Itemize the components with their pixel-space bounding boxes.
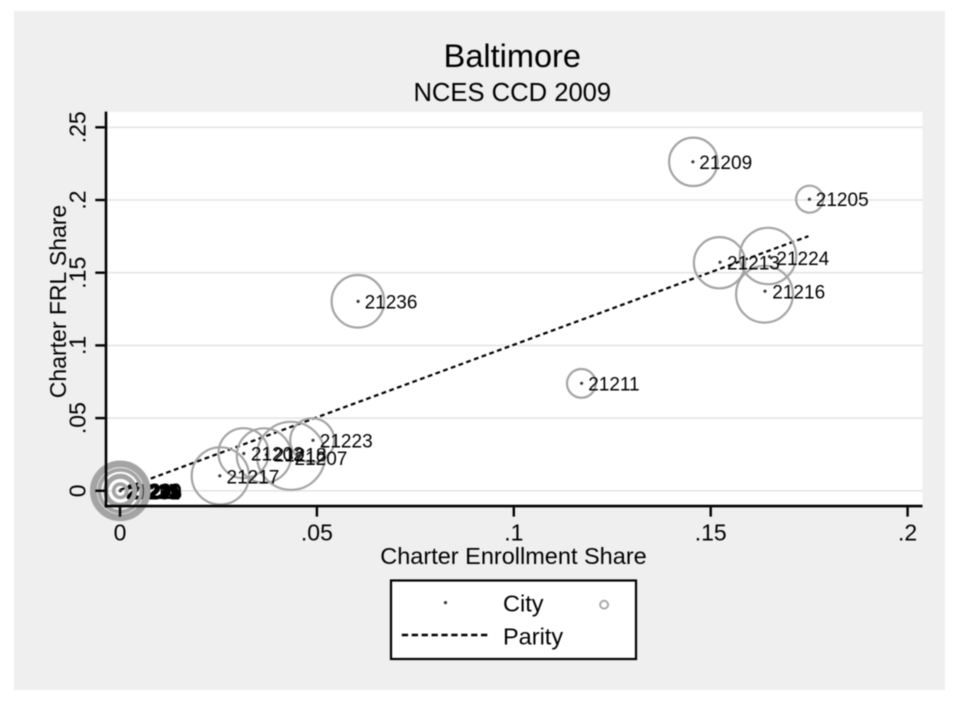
svg-text:21218: 21218 xyxy=(274,446,327,467)
svg-text:.15: .15 xyxy=(65,257,91,289)
svg-text:Parity: Parity xyxy=(503,623,563,649)
svg-text:21207: 21207 xyxy=(295,449,348,470)
svg-text:.1: .1 xyxy=(65,336,91,355)
svg-text:21211: 21211 xyxy=(588,374,639,395)
svg-text:21236: 21236 xyxy=(365,292,418,313)
svg-text:21209: 21209 xyxy=(699,153,752,174)
svg-text:City: City xyxy=(503,590,544,616)
svg-text:.1: .1 xyxy=(504,520,523,546)
svg-text:Charter Enrollment Share: Charter Enrollment Share xyxy=(380,543,646,569)
svg-text:.25: .25 xyxy=(65,111,91,143)
svg-text:NCES CCD 2009: NCES CCD 2009 xyxy=(413,79,611,107)
svg-text:0: 0 xyxy=(114,520,127,546)
svg-text:Baltimore: Baltimore xyxy=(444,38,581,74)
svg-text:21205: 21205 xyxy=(816,190,869,211)
svg-text:.15: .15 xyxy=(695,520,727,546)
svg-text:21223: 21223 xyxy=(320,431,373,452)
svg-text:21216: 21216 xyxy=(772,283,825,304)
svg-text:21224: 21224 xyxy=(776,249,829,270)
svg-text:Charter FRL Share: Charter FRL Share xyxy=(45,205,71,398)
svg-text:21202: 21202 xyxy=(251,444,304,465)
svg-text:21213: 21213 xyxy=(727,253,780,274)
svg-text:.2: .2 xyxy=(65,190,91,209)
svg-text:.05: .05 xyxy=(65,402,91,434)
svg-text:0: 0 xyxy=(65,484,91,497)
svg-text:.05: .05 xyxy=(301,520,333,546)
svg-text:.2: .2 xyxy=(898,520,917,546)
svg-text:21217: 21217 xyxy=(227,467,280,488)
